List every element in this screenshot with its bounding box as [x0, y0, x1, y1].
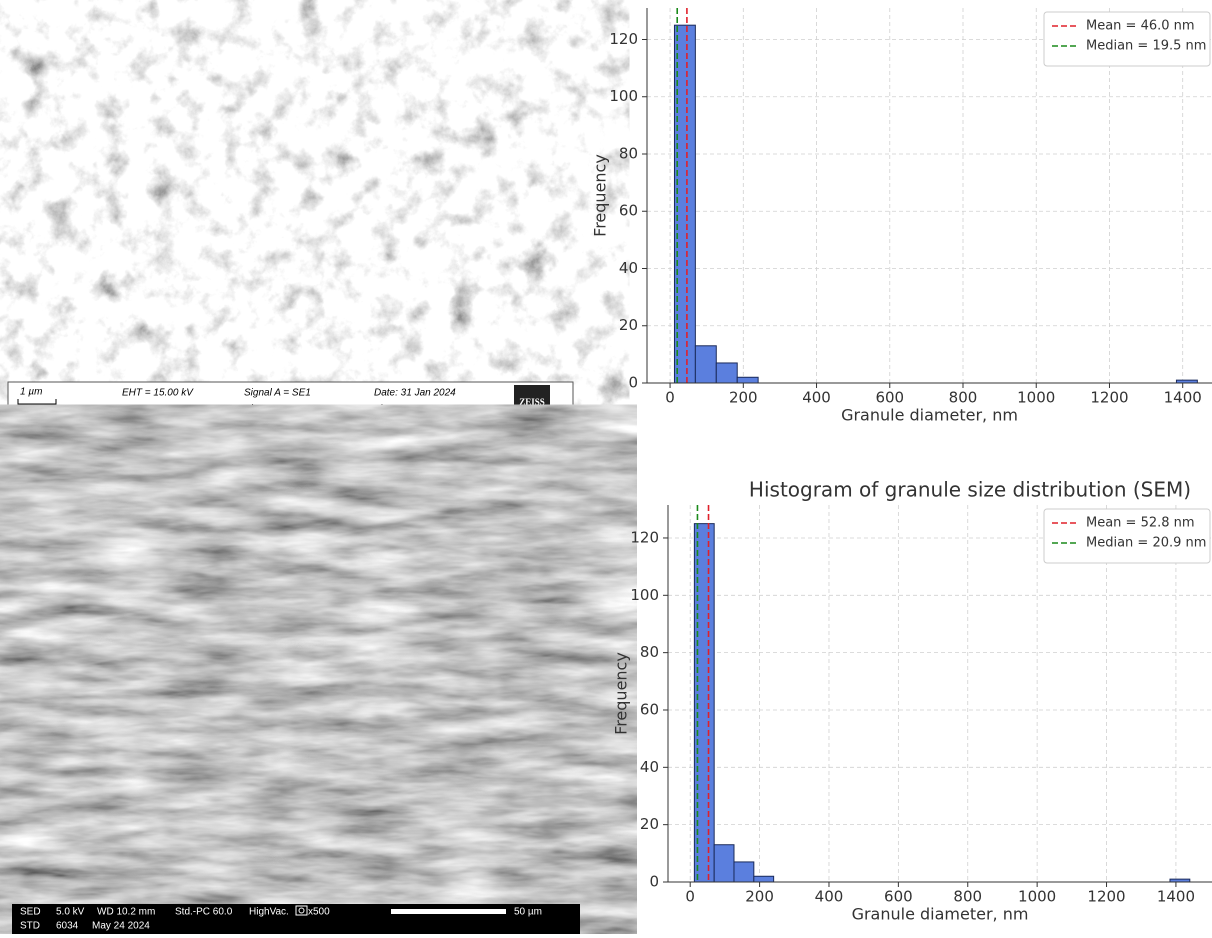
- info-field: SED: [20, 907, 41, 918]
- legend-label: Median = 20.9 nm: [1086, 536, 1206, 551]
- bar: [754, 876, 774, 882]
- info-field: Time: 22:05:44: [374, 404, 441, 415]
- x-tick-label: 1000: [1017, 389, 1055, 407]
- bar: [695, 346, 716, 383]
- y-tick-label: 120: [609, 30, 638, 48]
- legend-label: Mean = 46.0 nm: [1086, 19, 1195, 34]
- bar: [714, 845, 734, 882]
- bar: [737, 377, 758, 383]
- logo: ZEISS: [519, 397, 545, 407]
- x-tick-label: 1000: [1018, 888, 1056, 906]
- y-axis-label: Frequency: [591, 154, 610, 237]
- info-field: STD: [20, 921, 40, 932]
- chart-title: Histogram of granule size distribution (…: [749, 478, 1191, 502]
- x-tick-label: 1200: [1090, 389, 1128, 407]
- y-tick-label: 120: [630, 528, 659, 546]
- info-field: EHT = 15.00 kV: [122, 388, 194, 399]
- image-strip: [8, 424, 573, 432]
- y-tick-label: 60: [640, 700, 659, 718]
- y-tick-label: 60: [619, 202, 638, 220]
- info-field: Photo No. = 199: [244, 404, 317, 415]
- sem-image-top: 1 µm EHT = 15.00 kV WD = 8.47 mm Signal …: [8, 8, 573, 432]
- bar: [734, 862, 754, 882]
- y-tick-label: 20: [640, 815, 659, 833]
- legend-label: Mean = 52.8 nm: [1086, 516, 1195, 531]
- y-axis-label: Frequency: [612, 652, 631, 735]
- y-tick-label: 100: [609, 87, 638, 105]
- y-tick-label: 100: [630, 586, 659, 604]
- scale-label: 50 µm: [514, 907, 542, 918]
- x-tick-label: 1400: [1157, 888, 1195, 906]
- legend-label: Median = 19.5 nm: [1086, 39, 1206, 54]
- info-field: Date: 31 Jan 2024: [374, 388, 456, 399]
- x-tick-label: 400: [802, 389, 831, 407]
- x-axis-label: Granule diameter, nm: [841, 406, 1018, 425]
- scale-bar: [391, 909, 506, 914]
- info-field: WD = 8.47 mm: [122, 404, 189, 415]
- figure: 1 µm EHT = 15.00 kV WD = 8.47 mm Signal …: [0, 0, 1212, 934]
- x-tick-label: 600: [884, 888, 913, 906]
- info-field: WD 10.2 mm: [97, 907, 155, 918]
- y-tick-label: 40: [640, 758, 659, 776]
- x-tick-label: 600: [875, 389, 904, 407]
- scale-label: 1 µm: [20, 387, 42, 398]
- x-tick-label: 0: [665, 389, 675, 407]
- x-tick-label: 200: [729, 389, 758, 407]
- x-tick-label: 800: [949, 389, 978, 407]
- x-tick-label: 1200: [1087, 888, 1125, 906]
- y-tick-label: 20: [619, 316, 638, 334]
- x-tick-label: 0: [685, 888, 695, 906]
- info-field: 5.0 kV: [56, 907, 85, 918]
- info-field: x500: [308, 907, 330, 918]
- x-tick-label: 1400: [1164, 389, 1202, 407]
- bar: [674, 25, 695, 383]
- bar: [716, 363, 737, 383]
- sem-image-bottom: SED 5.0 kV WD 10.2 mm Std.-PC 60.0 HighV…: [12, 450, 580, 934]
- x-tick-label: 200: [745, 888, 774, 906]
- info-field: HighVac.: [249, 907, 289, 918]
- y-tick-label: 80: [619, 144, 638, 162]
- y-tick-label: 0: [649, 873, 659, 891]
- x-tick-label: 800: [953, 888, 982, 906]
- image-texture: [12, 450, 580, 904]
- info-field: Std.-PC 60.0: [175, 907, 233, 918]
- info-field: 6034: [56, 921, 79, 932]
- info-field: Signal A = SE1: [244, 388, 311, 399]
- image-texture: [8, 8, 573, 382]
- info-field: May 24 2024: [92, 921, 150, 932]
- y-tick-label: 40: [619, 259, 638, 277]
- x-tick-label: 400: [815, 888, 844, 906]
- y-tick-label: 0: [628, 374, 638, 392]
- y-tick-label: 80: [640, 643, 659, 661]
- x-axis-label: Granule diameter, nm: [852, 905, 1029, 924]
